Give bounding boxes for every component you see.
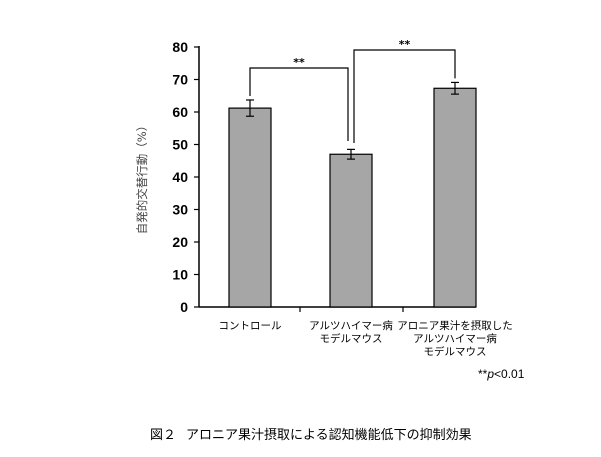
chart-y-ticks: 0 10 20 30 40 50 60 70 80	[172, 39, 199, 315]
x-category-label-line: アロニア果汁を摂取した	[397, 319, 513, 332]
x-category-label: アルツハイマー病モデルマウス	[309, 319, 393, 345]
x-category-label: アロニア果汁を摂取したアルツハイマー病モデルマウス	[397, 319, 513, 358]
significance-label: **	[399, 38, 411, 51]
x-category-label-line: コントロール	[219, 320, 282, 332]
significance-bracket	[353, 49, 456, 143]
y-tick-label: 30	[172, 202, 188, 218]
y-tick-label: 40	[172, 169, 188, 185]
x-category-label: コントロール	[219, 320, 282, 332]
chart-significance-brackets: ** **	[249, 38, 456, 143]
y-tick-label: 20	[172, 234, 188, 250]
p-note-rest: <0.01	[494, 367, 525, 381]
y-axis-label: 自発的交替行動（%）	[135, 120, 149, 234]
significance-bracket	[249, 67, 349, 141]
significance-label: **	[293, 56, 305, 69]
bar	[329, 153, 373, 308]
x-category-label-line: モデルマウス	[320, 332, 383, 345]
y-tick-label: 70	[172, 72, 188, 88]
chart-error-bars	[246, 81, 459, 160]
p-note-p: p	[487, 367, 495, 381]
figure-caption-text: アロニア果汁摂取による認知機能低下の抑制効果	[186, 428, 472, 443]
bar	[433, 87, 477, 308]
x-category-label-line: モデルマウス	[424, 345, 487, 358]
y-tick-label: 60	[172, 104, 188, 120]
x-category-label-line: アルツハイマー病	[309, 319, 393, 332]
y-tick-label: 0	[180, 299, 188, 315]
y-tick-label: 50	[172, 137, 188, 153]
y-tick-label: 80	[172, 39, 188, 55]
chart-x-categories: コントロール アルツハイマー病モデルマウスアロニア果汁を摂取したアルツハイマー病モ…	[219, 319, 513, 358]
p-value-note: **p<0.01	[478, 367, 524, 381]
figure-number: 図２	[150, 428, 177, 443]
x-category-label-line: アルツハイマー病	[413, 332, 497, 345]
figure-caption: 図２ アロニア果汁摂取による認知機能低下の抑制効果	[150, 424, 472, 443]
chart-bars	[228, 87, 477, 308]
p-note-prefix: **	[478, 367, 488, 381]
y-tick-label: 10	[172, 267, 188, 283]
bar	[228, 107, 272, 308]
